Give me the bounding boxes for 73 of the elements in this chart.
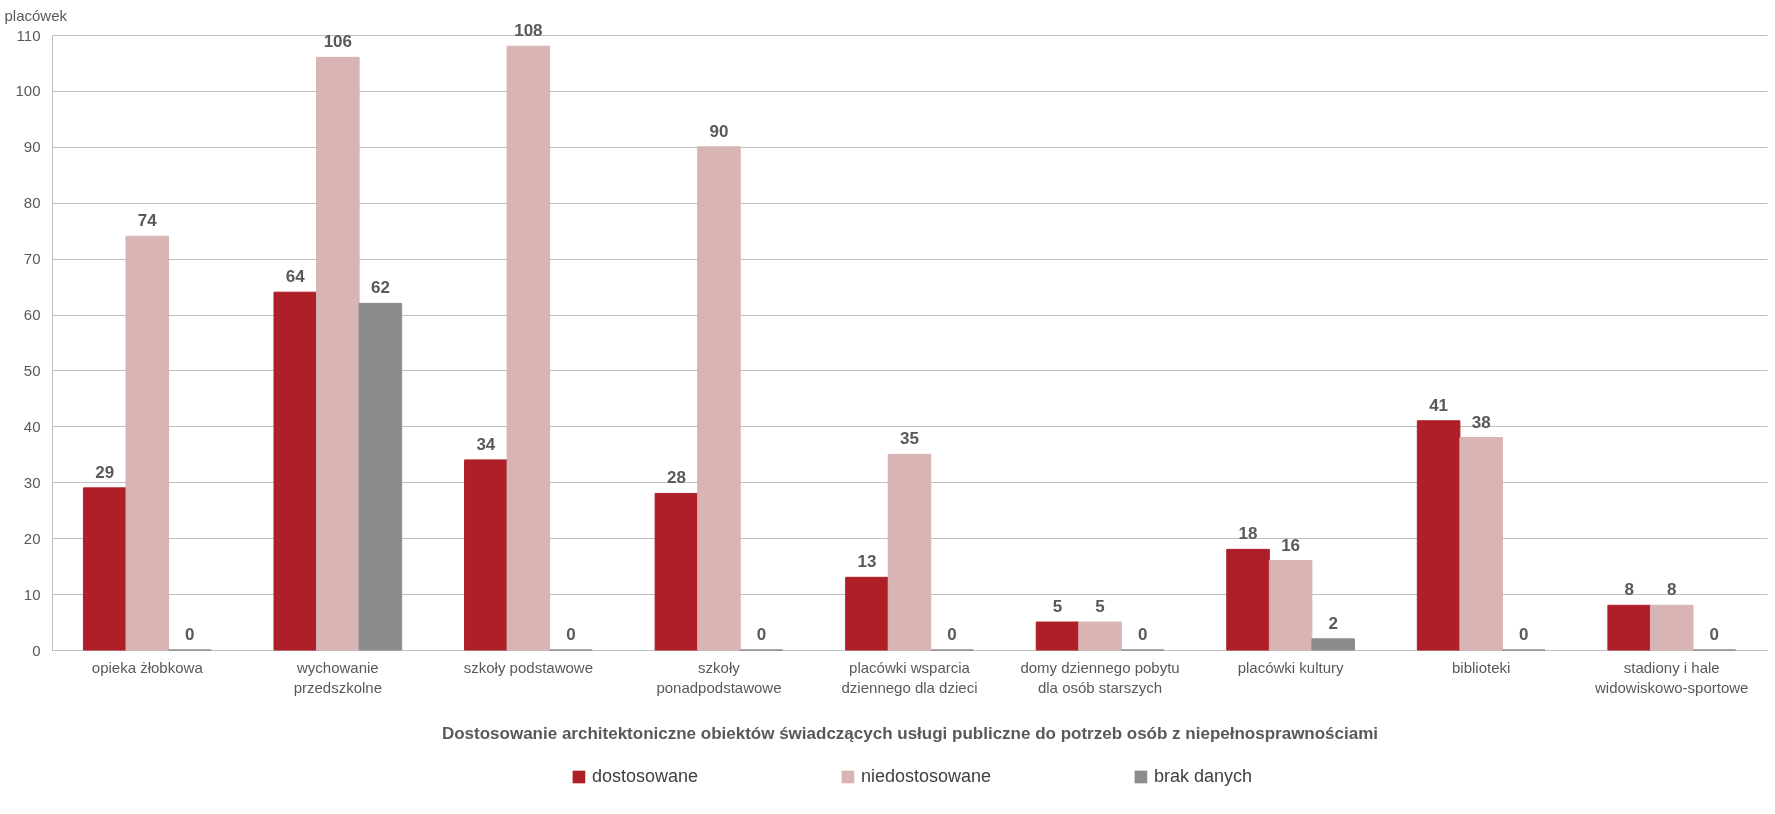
legend-label: brak danych [1153, 766, 1252, 786]
data-label: 41 [1429, 395, 1449, 415]
bar [1416, 420, 1461, 651]
y-tick-label: 10 [23, 585, 41, 603]
data-label: 18 [1238, 524, 1258, 544]
data-label: 8 [1624, 580, 1634, 600]
data-label: 0 [1709, 625, 1720, 644]
y-tick-label: 20 [23, 529, 41, 547]
y-axis-title: placówek [4, 6, 68, 24]
x-axis-title: Dostosowanie architektoniczne obiektów świadczących usługi publiczne do potrzeb osób z niepełnosprawnościami [441, 723, 1379, 743]
data-label: 16 [1281, 535, 1301, 555]
data-label: 35 [900, 429, 919, 449]
data-label: 8 [1666, 580, 1677, 600]
data-label: 0 [566, 625, 576, 644]
data-label: 0 [1518, 625, 1529, 644]
data-label: 34 [476, 434, 496, 454]
data-label: 90 [709, 121, 729, 141]
y-tick-label: 30 [23, 473, 41, 491]
bar [1649, 604, 1694, 651]
x-tick-label: szkoły podstawowe [463, 658, 594, 676]
bar [125, 235, 170, 651]
y-tick-label: 110 [16, 26, 41, 44]
data-label: 2 [1328, 613, 1338, 633]
data-label: 108 [514, 21, 543, 41]
x-tick-label: stadiony i hale widowiskowo-sportowe [1594, 658, 1749, 696]
bar [273, 291, 318, 651]
bar [1268, 560, 1313, 651]
data-label: 74 [137, 211, 158, 231]
bar [654, 492, 699, 651]
bar [506, 45, 551, 651]
bar [82, 487, 127, 651]
bar [697, 146, 741, 651]
x-tick-label: placówki kultury [1237, 658, 1345, 676]
data-label: 0 [947, 625, 957, 644]
data-label: 13 [857, 552, 877, 572]
data-label: 38 [1471, 412, 1491, 432]
y-tick-label: 60 [23, 306, 41, 324]
x-tick-label: domy dziennego pobytu dla osób starszych [1020, 658, 1180, 696]
y-tick-label: 100 [15, 82, 41, 100]
x-tick-label: biblioteki [1451, 658, 1511, 676]
x-tick-label: wychowanie przedszkolne [293, 658, 383, 696]
y-tick-label: 90 [23, 138, 41, 156]
y-tick-label: 70 [23, 250, 41, 268]
y-tick-label: 50 [23, 361, 41, 379]
data-label: 62 [370, 278, 390, 298]
bar [845, 576, 889, 651]
y-tick-label: 80 [23, 194, 41, 212]
data-label: 5 [1095, 597, 1105, 617]
bar [1607, 604, 1651, 651]
bar [464, 459, 508, 651]
x-tick-label: opieka żłobkowa [91, 658, 204, 676]
data-label: 28 [666, 468, 686, 488]
legend-label: dostosowane [591, 766, 699, 786]
x-tick-label: szkoły ponadpodstawowe [656, 658, 782, 696]
bar [1459, 437, 1503, 651]
data-label: 5 [1052, 597, 1063, 617]
bar [1035, 621, 1080, 651]
bar [358, 302, 403, 651]
data-label: 0 [1137, 625, 1148, 644]
x-tick-label: placówki wsparcia dziennego dla dzieci [841, 658, 978, 696]
bar [1311, 638, 1355, 651]
bar [1078, 621, 1122, 651]
bar [1226, 548, 1270, 651]
data-label: 0 [756, 625, 767, 644]
data-label: 29 [95, 462, 115, 482]
data-label: 0 [185, 625, 195, 644]
bar [887, 453, 932, 651]
data-label: 106 [323, 32, 353, 52]
data-label: 64 [285, 267, 306, 287]
y-tick-label: 40 [23, 417, 41, 435]
bar [316, 56, 360, 651]
legend-label: niedostosowane [860, 766, 992, 786]
y-tick-label: 0 [32, 641, 41, 659]
